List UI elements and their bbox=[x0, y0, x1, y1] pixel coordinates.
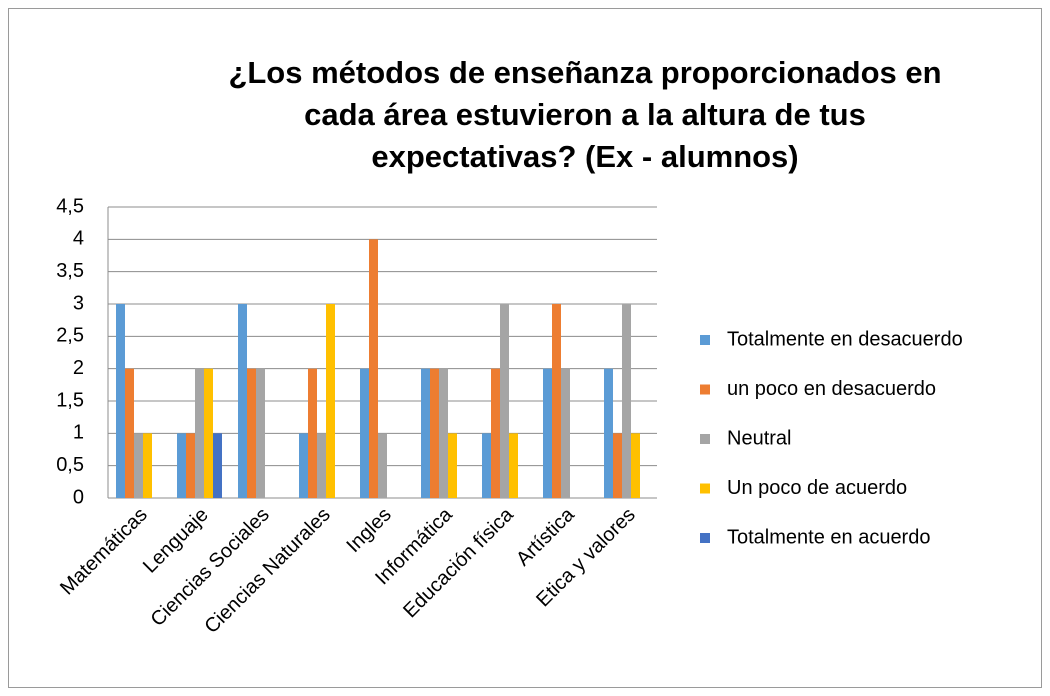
bar bbox=[299, 433, 308, 498]
y-tick-label: 2 bbox=[73, 357, 84, 379]
y-tick-label: 1,5 bbox=[56, 389, 84, 411]
bar bbox=[378, 433, 387, 498]
bar bbox=[622, 304, 631, 498]
bar bbox=[631, 433, 640, 498]
y-tick-label: 4,5 bbox=[56, 195, 84, 217]
legend-swatch bbox=[700, 533, 710, 543]
bar bbox=[317, 433, 326, 498]
y-tick-label: 4 bbox=[73, 228, 84, 250]
bar bbox=[186, 433, 195, 498]
y-tick-label: 3 bbox=[73, 292, 84, 314]
bar bbox=[491, 368, 500, 498]
bar bbox=[369, 239, 378, 499]
y-tick-label: 1 bbox=[73, 422, 84, 444]
bar bbox=[143, 433, 152, 498]
legend-label: Totalmente en acuerdo bbox=[727, 526, 930, 548]
bar bbox=[439, 368, 448, 498]
bar bbox=[448, 433, 457, 498]
bar bbox=[360, 368, 369, 498]
chart-title: ¿Los métodos de enseñanza proporcionados… bbox=[228, 55, 941, 90]
y-tick-label: 0 bbox=[73, 486, 84, 508]
chart-frame bbox=[8, 8, 1042, 688]
bar bbox=[238, 304, 247, 498]
legend-swatch bbox=[700, 384, 710, 395]
bar bbox=[204, 368, 213, 498]
bar bbox=[613, 433, 622, 498]
bar bbox=[500, 304, 509, 498]
bar bbox=[543, 368, 552, 498]
chart-title: cada área estuvieron a la altura de tus bbox=[304, 97, 866, 132]
y-tick-label: 0,5 bbox=[56, 454, 84, 476]
legend-label: Totalmente en desacuerdo bbox=[727, 328, 963, 350]
bar bbox=[430, 368, 439, 498]
bar bbox=[552, 304, 561, 498]
bar bbox=[326, 304, 335, 498]
legend-swatch bbox=[700, 434, 710, 444]
bar bbox=[509, 433, 518, 498]
bar bbox=[421, 368, 430, 498]
bar bbox=[125, 368, 134, 498]
bar bbox=[195, 368, 204, 498]
y-tick-label: 2,5 bbox=[56, 325, 84, 347]
y-tick-label: 3,5 bbox=[56, 260, 84, 282]
bar bbox=[177, 433, 186, 498]
bar bbox=[308, 368, 317, 498]
bar bbox=[256, 368, 265, 498]
bar bbox=[247, 368, 256, 498]
legend-label: Neutral bbox=[727, 427, 791, 449]
bar bbox=[604, 368, 613, 498]
legend-label: un poco en desacuerdo bbox=[727, 378, 936, 400]
legend-label: Un poco de acuerdo bbox=[727, 477, 907, 499]
bar bbox=[116, 304, 125, 498]
bar bbox=[213, 433, 222, 498]
bar bbox=[134, 433, 143, 498]
legend-swatch bbox=[700, 483, 710, 494]
chart-title: expectativas? (Ex - alumnos) bbox=[371, 139, 798, 174]
bar bbox=[561, 368, 570, 498]
bar bbox=[482, 433, 491, 498]
legend-swatch bbox=[700, 335, 710, 345]
